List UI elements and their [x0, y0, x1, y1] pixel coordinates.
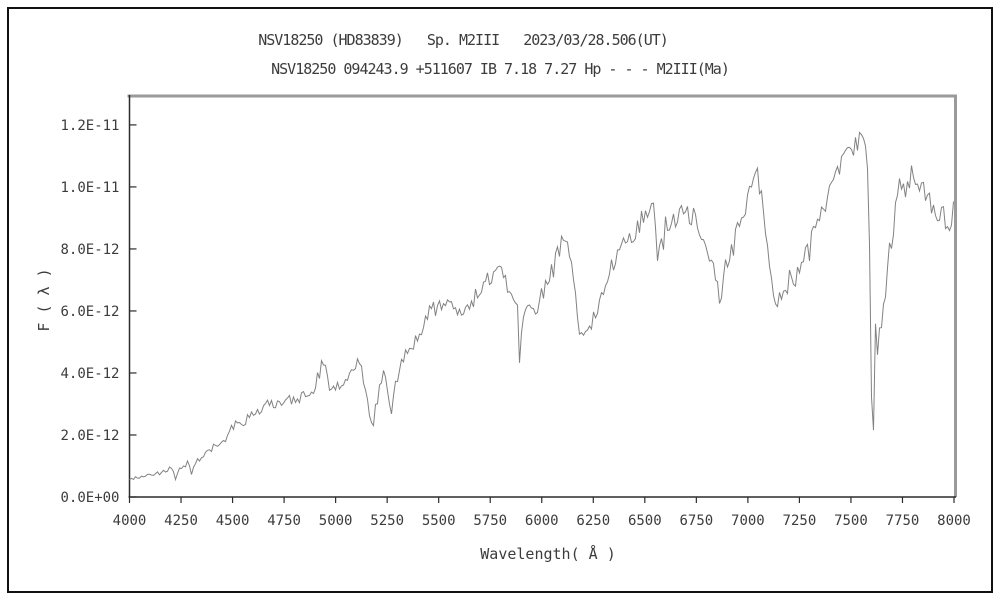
x-tick-label: 6500: [628, 513, 662, 529]
x-tick-label: 5250: [370, 513, 404, 529]
y-tick-label: 4.0E-12: [60, 366, 119, 382]
x-tick-label: 7750: [886, 513, 920, 529]
y-tick-label: 2.0E-12: [60, 428, 119, 444]
y-tick-label: 8.0E-12: [60, 242, 119, 258]
x-tick-label: 6750: [679, 513, 713, 529]
y-tick-label: 1.0E-11: [60, 180, 119, 196]
x-tick-label: 5000: [319, 513, 353, 529]
chart-title: NSV18250 (HD83839) Sp. M2III 2023/03/28.…: [258, 31, 669, 49]
x-tick-label: 7000: [731, 513, 765, 529]
y-tick-label: 0.0E+00: [60, 490, 119, 506]
x-tick-label: 5500: [422, 513, 456, 529]
x-tick-label: 4000: [113, 513, 147, 529]
x-tick-label: 6250: [576, 513, 610, 529]
plot-frame-gray: [127, 94, 957, 497]
y-tick-label: 6.0E-12: [60, 304, 119, 320]
x-tick-label: 4500: [216, 513, 250, 529]
x-tick-label: 5750: [473, 513, 507, 529]
chart-subtitle: NSV18250 094243.9 +511607 IB 7.18 7.27 H…: [271, 60, 730, 78]
x-tick-label: 7250: [783, 513, 817, 529]
spectrum-line: [129, 131, 954, 482]
x-tick-label: 7500: [834, 513, 868, 529]
x-tick-label: 4250: [164, 513, 198, 529]
x-tick-label: 4750: [267, 513, 301, 529]
x-tick-label: 8000: [937, 513, 971, 529]
x-axis-title: Wavelength( Å ): [480, 545, 616, 563]
outer-border: [7, 7, 993, 593]
y-tick-label: 1.2E-11: [60, 118, 119, 134]
x-tick-label: 6000: [525, 513, 559, 529]
